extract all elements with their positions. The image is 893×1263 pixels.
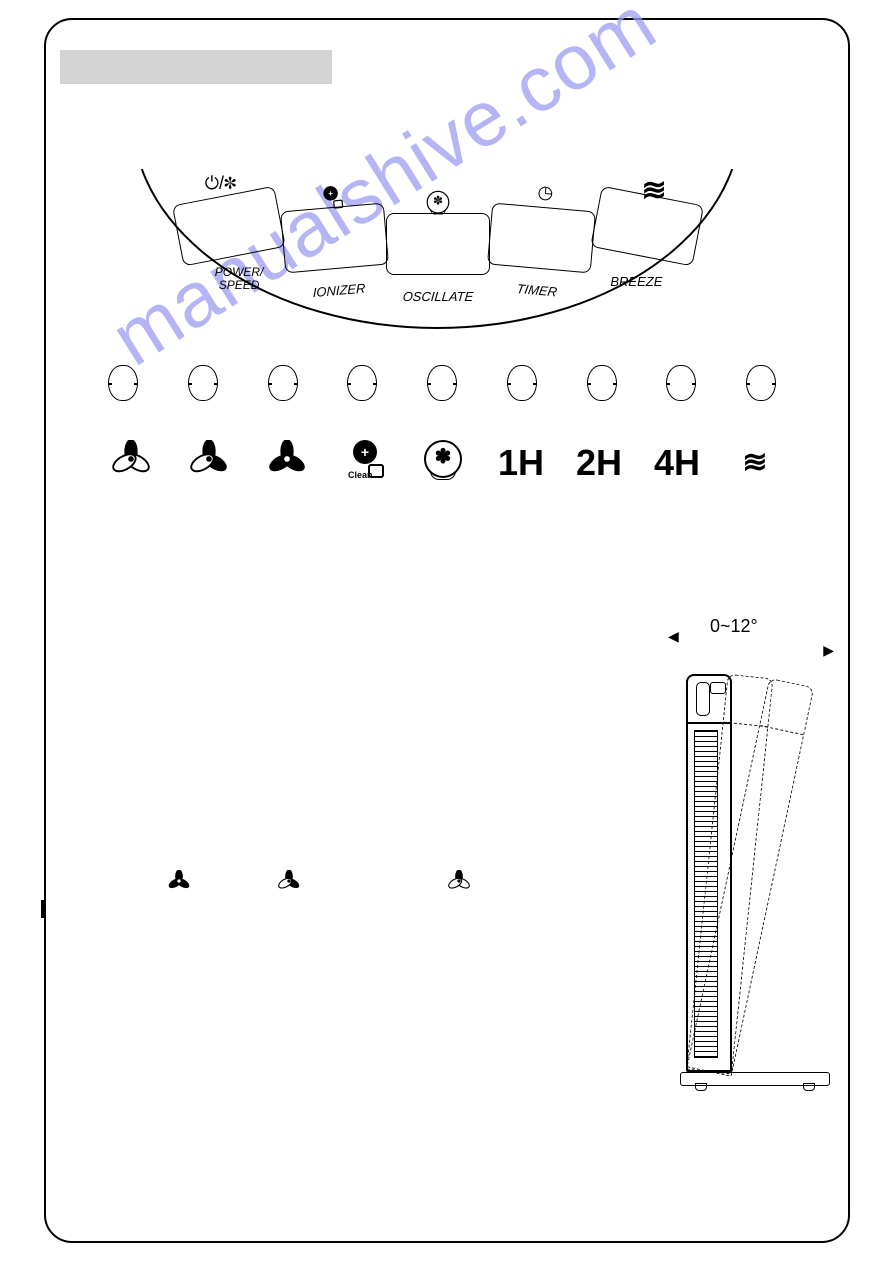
- power-fan-icon: ⏻/✽: [170, 173, 272, 194]
- oscillate-icon: [387, 188, 489, 231]
- edge-tick: [41, 900, 45, 918]
- led-8: [666, 365, 696, 401]
- tower-grille: [694, 730, 718, 1058]
- fan-high-icon: [254, 440, 320, 485]
- tilt-diagram: ◀ 0~12° ▶: [660, 616, 840, 1086]
- ionizer-icon: +: [279, 178, 384, 230]
- oscillate-legend-icon: [410, 440, 476, 485]
- tower-top: [688, 676, 730, 724]
- led-9: [746, 365, 776, 401]
- body-fan-solid-icon: [168, 870, 190, 898]
- breeze-button[interactable]: ≋ BREEZE: [590, 186, 704, 267]
- fan-low-icon: [98, 440, 164, 485]
- timer-button[interactable]: ◷ TIMER: [487, 203, 596, 274]
- fan-med-icon: [176, 440, 242, 485]
- timer-2h-label: 2H: [566, 442, 632, 484]
- timer-4h-label: 4H: [644, 442, 710, 484]
- oscillate-label: OSCILLATE: [386, 289, 489, 304]
- led-indicator-row: [108, 365, 776, 401]
- led-4: [347, 365, 377, 401]
- led-1: [108, 365, 138, 401]
- icon-legend-row: +Clean 1H 2H 4H ≋: [98, 440, 788, 485]
- panel-button-row: ⏻/✽ POWER/ SPEED + IONIZER OSCILLATE ◷ T…: [178, 201, 698, 279]
- clean-icon: +Clean: [332, 440, 398, 485]
- ionizer-button[interactable]: + IONIZER: [280, 203, 389, 274]
- tilt-arrow-right-icon: ▶: [823, 642, 834, 659]
- wave-icon: ≋: [603, 173, 705, 208]
- breeze-legend-icon: ≋: [722, 445, 788, 480]
- led-5: [427, 365, 457, 401]
- tilt-arrow-left-icon: ◀: [668, 628, 679, 645]
- power-speed-label: POWER/ SPEED: [188, 266, 290, 291]
- led-2: [188, 365, 218, 401]
- tilt-angle-label: 0~12°: [710, 616, 758, 637]
- led-3: [268, 365, 298, 401]
- control-panel: ⏻/✽ POWER/ SPEED + IONIZER OSCILLATE ◷ T…: [132, 169, 742, 339]
- body-fan-icon-row: [168, 870, 468, 898]
- body-fan-mixed-icon: [278, 870, 300, 898]
- tower-base: [680, 1072, 830, 1086]
- led-6: [507, 365, 537, 401]
- oscillate-button[interactable]: OSCILLATE: [386, 213, 490, 275]
- led-7: [587, 365, 617, 401]
- timer-1h-label: 1H: [488, 442, 554, 484]
- tower-fan-outline: [686, 674, 732, 1072]
- body-fan-outline-icon: [448, 870, 470, 898]
- breeze-label: BREEZE: [585, 274, 687, 289]
- header-placeholder-bar: [60, 50, 332, 84]
